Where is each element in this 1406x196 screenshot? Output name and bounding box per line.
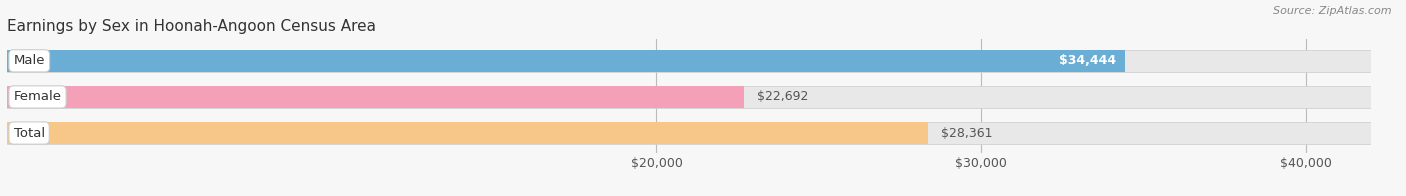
- Bar: [7, 122, 928, 144]
- Bar: [7, 50, 1371, 72]
- Text: $28,361: $28,361: [941, 127, 993, 140]
- Text: Female: Female: [14, 90, 62, 103]
- Text: Male: Male: [14, 54, 45, 67]
- Text: Earnings by Sex in Hoonah-Angoon Census Area: Earnings by Sex in Hoonah-Angoon Census …: [7, 19, 375, 34]
- Bar: [7, 86, 1371, 108]
- Bar: [7, 122, 1371, 144]
- Text: Source: ZipAtlas.com: Source: ZipAtlas.com: [1274, 6, 1392, 16]
- Bar: [7, 86, 744, 108]
- Text: $34,444: $34,444: [1059, 54, 1116, 67]
- Text: Total: Total: [14, 127, 45, 140]
- Text: $22,692: $22,692: [756, 90, 808, 103]
- Bar: [7, 50, 1125, 72]
